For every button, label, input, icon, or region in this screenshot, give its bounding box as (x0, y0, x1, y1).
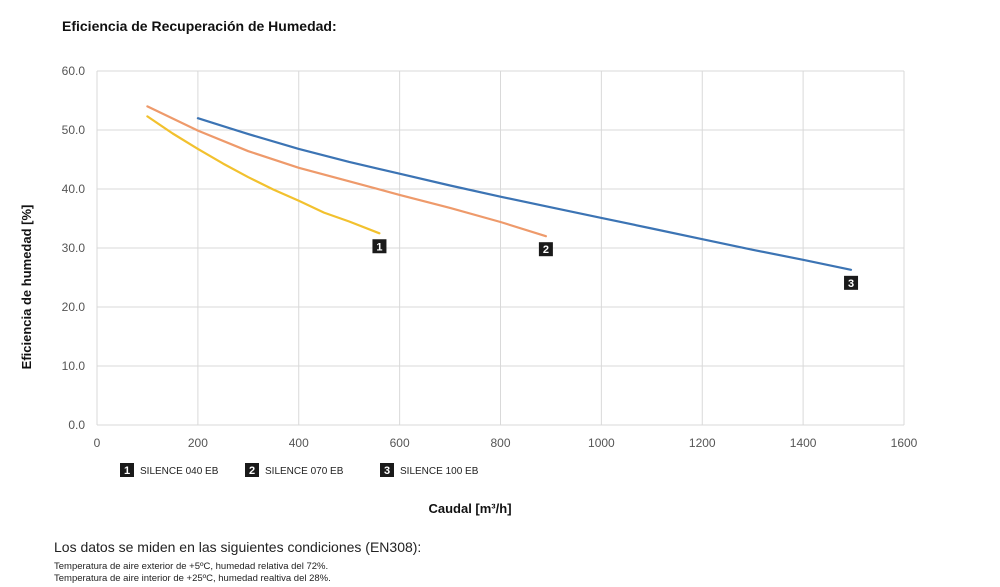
x-tick-label: 1000 (588, 436, 615, 450)
conditions-heading: Los datos se miden en las siguientes con… (54, 539, 422, 555)
legend-entry-2: 2 SILENCE 070 EB (245, 463, 344, 477)
series-lines (146, 105, 853, 271)
badge-number: 3 (848, 278, 854, 290)
y-tick-label: 0.0 (68, 418, 85, 432)
y-tick-label: 60.0 (62, 64, 86, 78)
x-tick-label: 400 (289, 436, 309, 450)
y-tick-label: 20.0 (62, 300, 86, 314)
x-tick-label: 1400 (790, 436, 817, 450)
y-axis-ticks: 0.0 10.0 20.0 30.0 40.0 50.0 60.0 (62, 64, 86, 432)
y-tick-label: 30.0 (62, 241, 86, 255)
y-axis-label: Eficiencia de humedad [%] (19, 205, 34, 370)
x-tick-label: 800 (490, 436, 510, 450)
conditions-line-2: Temperatura de aire interior de +25ºC, h… (54, 573, 331, 584)
x-tick-label: 200 (188, 436, 208, 450)
x-tick-label: 0 (94, 436, 101, 450)
legend-label: SILENCE 040 EB (140, 466, 219, 477)
legend-badge-number: 3 (384, 465, 390, 477)
legend-label: SILENCE 070 EB (265, 466, 344, 477)
conditions-note: Los datos se miden en las siguientes con… (54, 539, 421, 585)
y-tick-label: 50.0 (62, 123, 86, 137)
series-end-badge-3: 3 (844, 275, 859, 290)
series-line-2 (146, 105, 548, 238)
legend: 1 SILENCE 040 EB 2 SILENCE 070 EB 3 SILENCE 1… (120, 463, 479, 477)
x-tick-label: 1600 (891, 436, 918, 450)
y-tick-label: 10.0 (62, 359, 86, 373)
chart: Eficiencia de Recuperación de Humedad: 0… (19, 18, 918, 516)
badge-box (844, 275, 859, 290)
series-end-badge-1: 1 (372, 239, 387, 254)
series-line-1 (146, 115, 381, 235)
legend-entry-3: 3 SILENCE 100 EB (380, 463, 479, 477)
series-end-badge-2: 2 (538, 242, 553, 257)
x-axis-label: Caudal [m³/h] (428, 501, 511, 516)
chart-title: Eficiencia de Recuperación de Humedad: (62, 18, 337, 34)
badge-box (538, 242, 553, 257)
x-tick-label: 1200 (689, 436, 716, 450)
series-line-3 (196, 117, 853, 271)
legend-badge-box (245, 463, 259, 477)
end-badges: 1 2 3 (372, 239, 859, 290)
grid (96, 70, 905, 426)
legend-badge-number: 2 (249, 465, 255, 477)
legend-badge-number: 1 (124, 465, 130, 477)
y-tick-label: 40.0 (62, 182, 86, 196)
legend-entry-1: 1 SILENCE 040 EB (120, 463, 219, 477)
legend-badge-box (120, 463, 134, 477)
badge-number: 1 (376, 241, 382, 253)
badge-box (372, 239, 387, 254)
x-axis-ticks: 0 200 400 600 800 1000 1200 1400 1600 (94, 436, 918, 450)
legend-badge-box (380, 463, 394, 477)
x-tick-label: 600 (390, 436, 410, 450)
conditions-line-1: Temperatura de aire exterior de +5ºC, hu… (54, 561, 329, 572)
badge-number: 2 (543, 244, 549, 256)
legend-label: SILENCE 100 EB (400, 466, 479, 477)
